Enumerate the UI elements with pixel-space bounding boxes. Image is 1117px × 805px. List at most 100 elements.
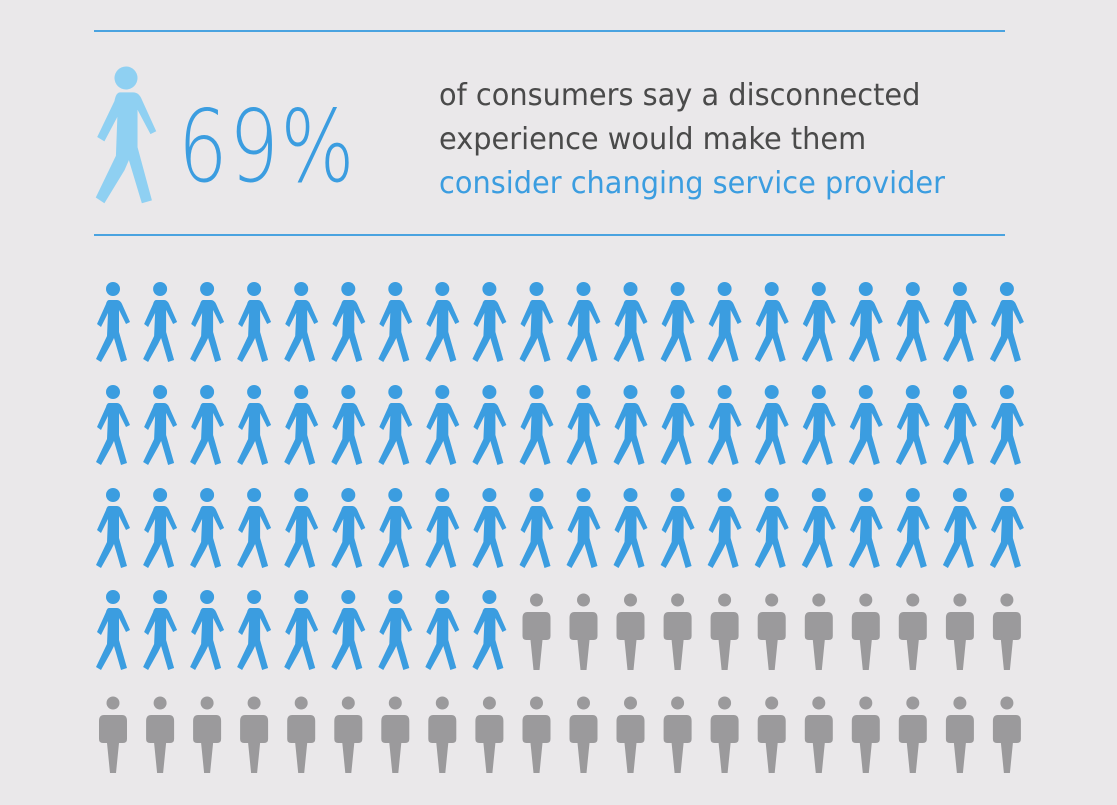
walking-person-icon (566, 385, 601, 465)
standing-person-icon (146, 696, 175, 773)
walking-person-icon (190, 590, 225, 670)
standing-person-icon (616, 593, 645, 670)
standing-person-icon (522, 696, 551, 773)
walking-person-icon (942, 282, 977, 362)
statement-line-3: consider changing service provider (439, 166, 945, 201)
walking-person-icon (237, 282, 272, 362)
walking-person-icon (425, 385, 460, 465)
walking-person-icon (331, 488, 366, 568)
standing-person-icon (99, 696, 127, 773)
walking-person-icon (378, 282, 413, 362)
walking-person-icon (613, 488, 648, 568)
walking-person-icon (707, 488, 742, 568)
walking-person-icon (331, 590, 366, 670)
walking-person-icon (707, 385, 742, 465)
standing-person-icon (992, 593, 1021, 670)
walking-person-icon (143, 385, 178, 465)
headline-statement: of consumers say a disconnected experien… (439, 74, 945, 206)
walking-person-icon (425, 282, 460, 362)
standing-person-icon (616, 696, 645, 773)
walking-person-icon (96, 590, 130, 670)
walking-person-icon (472, 590, 507, 670)
standing-person-icon (240, 696, 269, 773)
standing-person-icon (663, 593, 692, 670)
walking-person-icon (331, 282, 366, 362)
standing-person-icon (757, 696, 786, 773)
walking-person-icon (895, 282, 930, 362)
walking-person-icon (848, 488, 883, 568)
standing-person-icon (475, 696, 504, 773)
walking-person-icon (895, 488, 930, 568)
standing-person-icon (334, 696, 363, 773)
walking-person-icon (284, 488, 319, 568)
walking-person-icon (801, 488, 836, 568)
walking-person-icon (801, 385, 836, 465)
walking-person-icon (519, 282, 554, 362)
walking-person-icon (519, 385, 554, 465)
walking-person-icon (425, 590, 460, 670)
standing-person-icon (945, 593, 974, 670)
walking-person-icon (848, 385, 883, 465)
standing-person-icon (287, 696, 316, 773)
walking-person-icon (237, 385, 272, 465)
standing-person-icon (569, 696, 598, 773)
headline-percentage: 69% (178, 88, 357, 205)
walking-person-icon (942, 488, 977, 568)
standing-person-icon (569, 593, 598, 670)
standing-person-icon (193, 696, 222, 773)
walking-person-icon (566, 282, 601, 362)
walking-person-icon (95, 66, 157, 204)
walking-person-icon (707, 282, 742, 362)
walking-person-icon (143, 488, 178, 568)
walking-person-icon (190, 385, 225, 465)
walking-person-icon (237, 590, 272, 670)
walking-person-icon (472, 282, 507, 362)
bottom-divider (94, 234, 1005, 236)
walking-person-icon (895, 385, 930, 465)
standing-person-icon (898, 593, 927, 670)
walking-person-icon (472, 385, 507, 465)
walking-person-icon (284, 590, 319, 670)
walking-person-icon (331, 385, 366, 465)
walking-person-icon (989, 488, 1024, 568)
walking-person-icon (519, 488, 554, 568)
standing-person-icon (992, 696, 1021, 773)
walking-person-icon (143, 282, 178, 362)
walking-person-icon (754, 385, 789, 465)
walking-person-icon (942, 385, 977, 465)
walking-person-icon (190, 488, 225, 568)
standing-person-icon (757, 593, 786, 670)
walking-person-icon (848, 282, 883, 362)
walking-person-icon (801, 282, 836, 362)
standing-person-icon (898, 696, 927, 773)
standing-person-icon (851, 593, 880, 670)
walking-person-icon (378, 385, 413, 465)
walking-person-icon (237, 488, 272, 568)
walking-person-icon (613, 282, 648, 362)
statement-line-1: of consumers say a disconnected (439, 78, 921, 113)
standing-person-icon (804, 696, 833, 773)
walking-person-icon (425, 488, 460, 568)
standing-person-icon (851, 696, 880, 773)
walking-person-icon (989, 385, 1024, 465)
walking-person-icon (284, 385, 319, 465)
walking-person-icon (754, 282, 789, 362)
statement-line-2: experience would make them (439, 122, 867, 157)
walking-person-icon (660, 385, 695, 465)
walking-person-icon (284, 282, 319, 362)
walking-person-icon (190, 282, 225, 362)
walking-person-icon (96, 385, 130, 465)
walking-person-icon (378, 590, 413, 670)
walking-person-icon (96, 282, 130, 362)
standing-person-icon (945, 696, 974, 773)
walking-person-icon (660, 488, 695, 568)
standing-person-icon (522, 593, 551, 670)
walking-person-icon (96, 488, 130, 568)
standing-person-icon (381, 696, 410, 773)
walking-person-icon (613, 385, 648, 465)
walking-person-icon (472, 488, 507, 568)
walking-person-icon (754, 488, 789, 568)
walking-person-icon (143, 590, 178, 670)
